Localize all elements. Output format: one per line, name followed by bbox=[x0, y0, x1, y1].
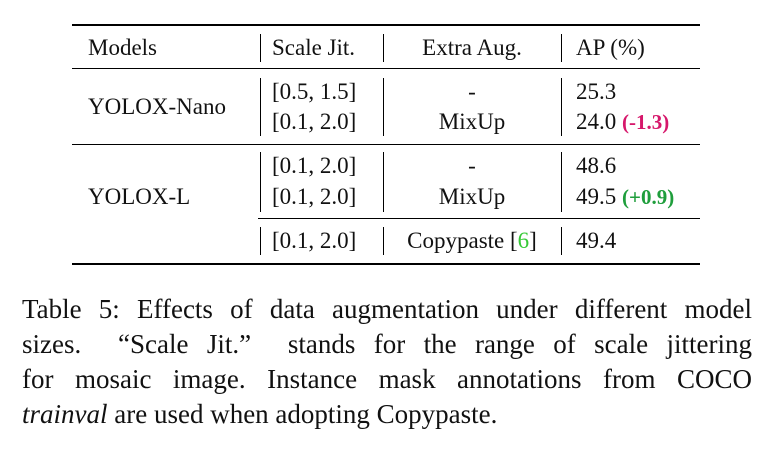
separator-header-1 bbox=[260, 34, 261, 62]
copypaste-partial-rule bbox=[258, 218, 700, 219]
table-row-3-aug: - bbox=[468, 153, 476, 178]
caption-line-1: Table 5: Effects of data augmentation un… bbox=[22, 294, 752, 324]
model-yolox-l: YOLOX-L bbox=[88, 184, 191, 209]
table-row-5-ap: 49.4 bbox=[576, 228, 617, 253]
separator-l-2 bbox=[383, 152, 384, 212]
table-row-1-ap: 25.3 bbox=[576, 79, 617, 104]
table-row-4-scale: [0.1, 2.0] bbox=[272, 184, 357, 209]
caption-line-2: sizes. “Scale Jit.” stands for the range… bbox=[22, 329, 752, 359]
model-yolox-nano: YOLOX-Nano bbox=[88, 94, 226, 119]
citation-number[interactable]: 6 bbox=[517, 228, 530, 253]
delta-negative-badge: (-1.3) bbox=[622, 110, 670, 134]
table-row-5-scale: [0.1, 2.0] bbox=[272, 228, 357, 253]
table-row-3-scale: [0.1, 2.0] bbox=[272, 153, 357, 178]
table-row-2-ap-cell: 24.0 (-1.3) bbox=[576, 108, 669, 136]
caption-trainval: trainval bbox=[22, 399, 108, 429]
header-extra-aug: Extra Aug. bbox=[422, 35, 522, 60]
separator-cp-3 bbox=[561, 227, 562, 255]
table-top-rule bbox=[72, 24, 700, 26]
table-row-2-scale: [0.1, 2.0] bbox=[272, 109, 357, 134]
separator-cp-1 bbox=[260, 227, 261, 255]
header-scale-jit: Scale Jit. bbox=[272, 35, 356, 60]
table-row-5-aug-cell: Copypaste [6] bbox=[383, 227, 561, 255]
separator-nano-2 bbox=[383, 78, 384, 136]
header-rule bbox=[72, 68, 700, 69]
table-row-2-ap: 24.0 bbox=[576, 109, 617, 134]
separator-nano-3 bbox=[561, 78, 562, 136]
separator-nano-1 bbox=[260, 78, 261, 136]
caption-line-4: trainval are used when adopting Copypast… bbox=[22, 397, 752, 432]
table-caption: Table 5: Effects of data augmentation un… bbox=[22, 292, 752, 432]
table-row-4-ap: 49.5 bbox=[576, 184, 617, 209]
table-row-1-scale: [0.5, 1.5] bbox=[272, 79, 357, 104]
separator-l-1 bbox=[260, 152, 261, 212]
separator-cp-2 bbox=[383, 227, 384, 255]
separator-header-3 bbox=[561, 34, 562, 62]
table-bottom-rule bbox=[72, 263, 700, 265]
table-row-4-ap-cell: 49.5 (+0.9) bbox=[576, 183, 674, 211]
table-row-3-ap: 48.6 bbox=[576, 153, 617, 178]
citation-link[interactable]: [6] bbox=[510, 228, 537, 253]
caption-line-3: for mosaic image. Instance mask annotati… bbox=[22, 364, 752, 394]
table-row-5-aug: Copypaste bbox=[407, 228, 505, 253]
caption-line-4-rest: are used when adopting Copypaste. bbox=[107, 399, 498, 429]
delta-positive-badge: (+0.9) bbox=[622, 185, 675, 209]
separator-l-3 bbox=[561, 152, 562, 212]
header-models: Models bbox=[88, 35, 157, 60]
table-row-1-aug: - bbox=[468, 79, 476, 104]
table-row-4-aug: MixUp bbox=[438, 184, 506, 209]
group-divider-rule bbox=[72, 144, 700, 145]
separator-header-2 bbox=[383, 34, 384, 62]
table-row-2-aug: MixUp bbox=[438, 109, 506, 134]
header-ap: AP (%) bbox=[576, 35, 645, 60]
